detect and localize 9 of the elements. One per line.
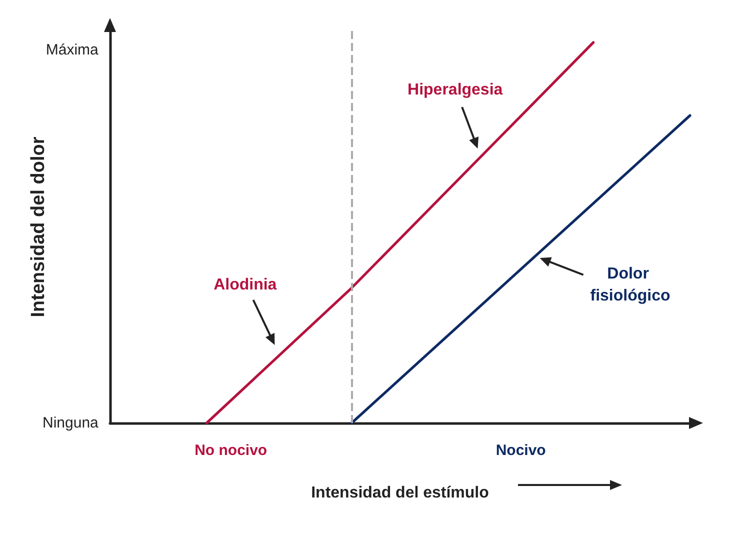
text: Máxima (46, 41, 100, 58)
annotation: Dolor fisiológico (590, 266, 670, 305)
annotation: Alodinia (214, 276, 277, 294)
annotation: Hiperalgesia (408, 81, 503, 98)
x-axis-title: Intensidad del estímulo (311, 484, 490, 502)
x-tick-label: Nocivo (496, 442, 546, 459)
text: Ninguna (42, 414, 100, 432)
x-tick-label: No nocivo (194, 442, 268, 459)
y-axis-title: Intensidad del dolor (28, 136, 49, 318)
